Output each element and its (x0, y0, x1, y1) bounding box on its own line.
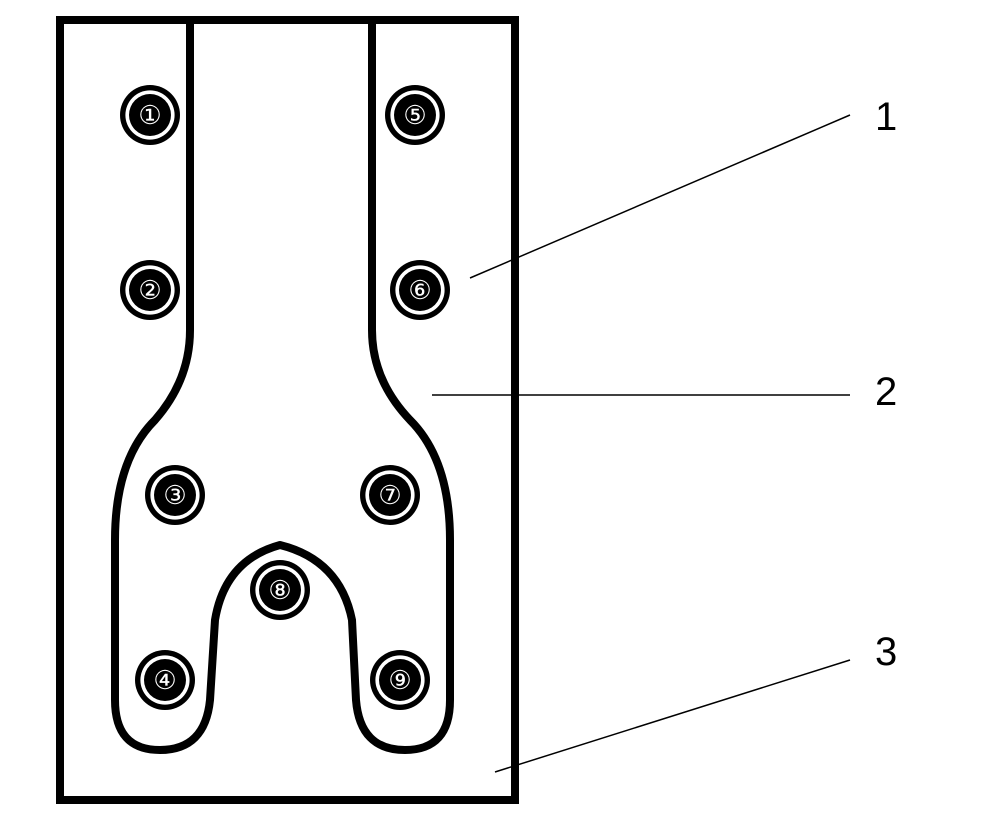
leader-line-3 (495, 660, 850, 772)
node-glyph-9: ⑨ (388, 665, 411, 695)
node-glyph-6: ⑥ (408, 275, 431, 305)
node-glyph-4: ④ (153, 665, 176, 695)
leader-label-3: 3 (875, 630, 897, 674)
leader-label-1: 1 (875, 95, 897, 139)
node-8: ⑧ (250, 560, 310, 620)
node-6: ⑥ (390, 260, 450, 320)
node-glyph-5: ⑤ (403, 100, 426, 130)
node-glyph-2: ② (138, 275, 161, 305)
node-glyph-8: ⑧ (268, 575, 291, 605)
diagram-svg: 1 2 3 ① ② ③ ④ ⑤ ⑥ ⑦ ⑧ ⑨ (0, 0, 1000, 839)
node-9: ⑨ (370, 650, 430, 710)
leader-label-2: 2 (875, 370, 897, 414)
node-glyph-1: ① (138, 100, 161, 130)
node-2: ② (120, 260, 180, 320)
diagram-canvas: 1 2 3 ① ② ③ ④ ⑤ ⑥ ⑦ ⑧ ⑨ (0, 0, 1000, 839)
leader-line-1 (470, 115, 850, 278)
node-7: ⑦ (360, 465, 420, 525)
node-4: ④ (135, 650, 195, 710)
node-glyph-7: ⑦ (378, 480, 401, 510)
node-5: ⑤ (385, 85, 445, 145)
node-3: ③ (145, 465, 205, 525)
node-1: ① (120, 85, 180, 145)
node-glyph-3: ③ (163, 480, 186, 510)
